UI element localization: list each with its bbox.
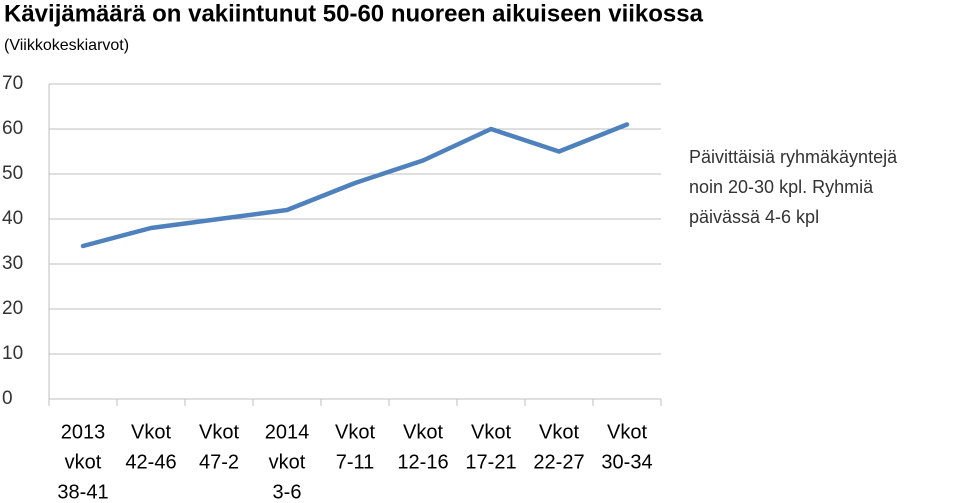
y-tick-label: 30: [2, 253, 23, 274]
x-tick-label: 12-16: [397, 451, 448, 473]
x-tick-label: 3-6: [273, 481, 302, 503]
data-line: [80, 122, 630, 249]
x-tick-label: Vkot: [607, 421, 647, 443]
y-tick-label: 40: [2, 208, 23, 229]
x-tick-label: Vkot: [403, 421, 443, 443]
annotation: päivässä 4-6 kpl: [689, 207, 819, 227]
y-tick-label: 50: [2, 163, 23, 184]
x-tick-label: 42-46: [125, 451, 176, 473]
x-tick-label: 7-11: [336, 451, 375, 473]
x-tick-label: 47-2: [199, 451, 239, 473]
x-tick-label: 2013: [61, 421, 106, 443]
x-tick-label: vkot: [65, 451, 102, 473]
x-tick-label: Vkot: [199, 421, 239, 443]
y-tick-label: 70: [2, 73, 23, 94]
x-tick-label: Vkot: [539, 421, 579, 443]
y-tick-label: 0: [2, 388, 13, 409]
x-tick-label: 22-27: [533, 451, 584, 473]
x-tick-label: 38-41: [57, 481, 108, 503]
x-tick-label: 2014: [265, 421, 310, 443]
x-tick-label: Vkot: [335, 421, 375, 443]
annotation: Päivittäisiä ryhmäkäyntejä: [689, 147, 898, 167]
chart-title: Kävijämäärä on vakiintunut 50-60 nuoreen…: [4, 0, 704, 27]
x-tick-label: Vkot: [131, 421, 171, 443]
x-tick-label: Vkot: [471, 421, 511, 443]
y-tick-label: 10: [2, 343, 23, 364]
annotation: noin 20-30 kpl. Ryhmiä: [689, 177, 874, 197]
y-tick-label: 60: [2, 118, 23, 139]
x-tick-label: 30-34: [601, 451, 652, 473]
x-tick-label: vkot: [269, 451, 306, 473]
y-tick-label: 20: [2, 298, 23, 319]
x-tick-label: 17-21: [465, 451, 516, 473]
chart-subtitle: (Viikkokeskiarvot): [4, 37, 129, 54]
